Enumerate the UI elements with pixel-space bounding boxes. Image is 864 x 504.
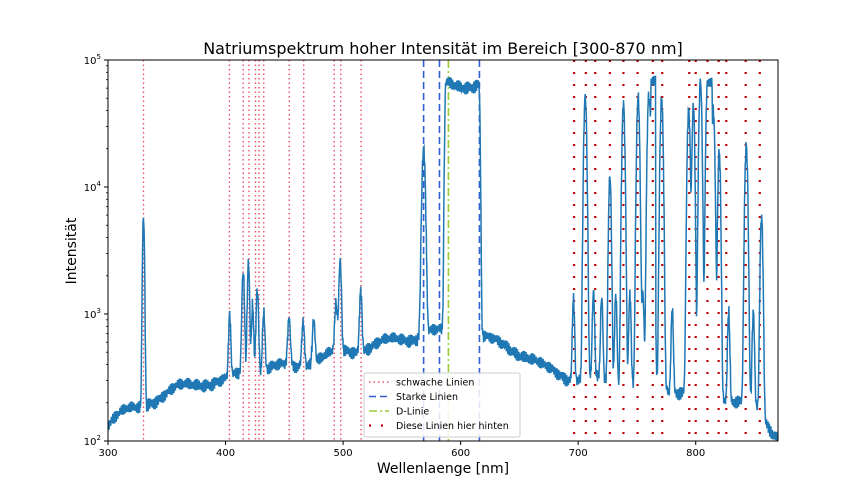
plot-frame bbox=[107, 59, 779, 442]
x-axis: 300 400 500 600 700 800 bbox=[98, 441, 705, 459]
y-axis-label: Intensität bbox=[64, 217, 80, 284]
x-tick-label: 600 bbox=[451, 448, 470, 459]
legend-box bbox=[363, 372, 521, 438]
x-tick-label: 700 bbox=[569, 448, 588, 459]
y-tick-label: 103 bbox=[84, 307, 101, 321]
legend-label: Diese Linien hier hinten bbox=[396, 421, 509, 432]
legend-label: D-Linie bbox=[396, 407, 429, 418]
x-tick-label: 300 bbox=[98, 448, 117, 459]
x-tick-label: 800 bbox=[686, 448, 705, 459]
y-tick-label: 104 bbox=[84, 180, 102, 194]
y-tick-label: 102 bbox=[84, 434, 101, 448]
x-tick-label: 400 bbox=[216, 448, 235, 459]
chart-title: Natriumspektrum hoher Intensität im Bere… bbox=[203, 39, 683, 58]
legend-label: Starke Linien bbox=[396, 392, 458, 403]
y-tick-label: 105 bbox=[84, 53, 101, 67]
spectrum-line bbox=[108, 75, 778, 441]
legend-label: schwache Linien bbox=[396, 378, 474, 389]
y-axis: 102 103 104 105 bbox=[84, 53, 108, 448]
legend: schwache Linien Starke Linien D-Linie Diese… bbox=[363, 372, 521, 438]
x-axis-label: Wellenlaenge [nm] bbox=[377, 461, 509, 477]
reference-lines bbox=[142, 60, 761, 441]
x-tick-label: 500 bbox=[334, 448, 353, 459]
